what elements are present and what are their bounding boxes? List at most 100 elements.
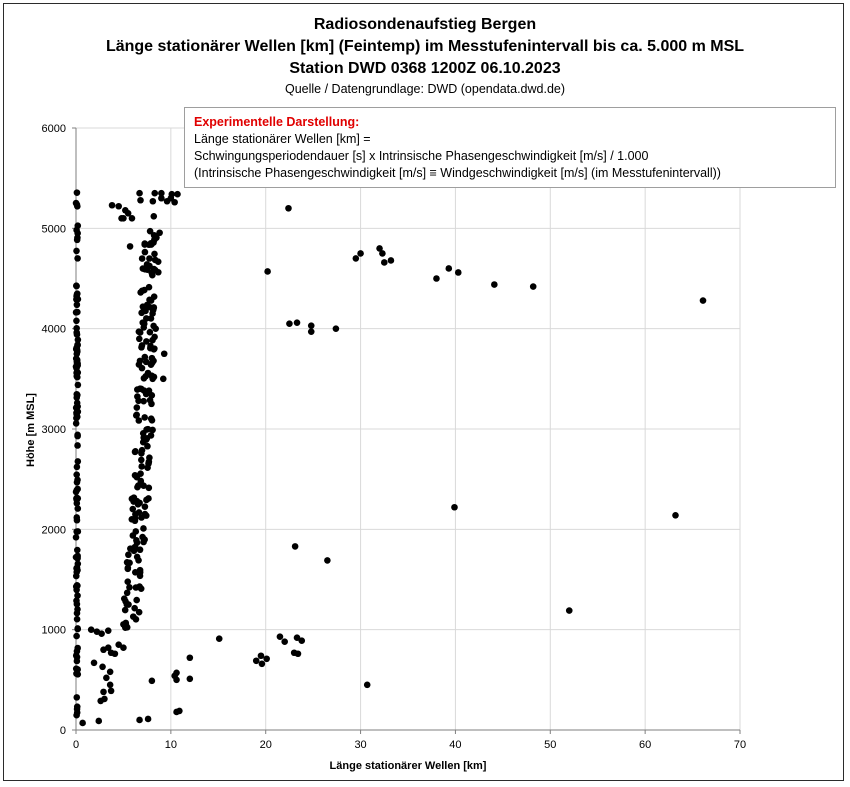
data-point <box>151 345 158 352</box>
data-point <box>74 336 82 344</box>
data-point <box>136 546 144 554</box>
data-point <box>281 638 288 646</box>
data-point <box>125 551 132 559</box>
data-point <box>137 456 145 464</box>
data-point <box>135 556 142 564</box>
data-point <box>167 194 175 202</box>
data-point <box>133 596 140 604</box>
data-point <box>98 630 105 637</box>
data-point <box>141 286 148 294</box>
data-point <box>141 248 149 256</box>
data-point <box>138 342 146 349</box>
data-point <box>131 448 139 456</box>
data-point <box>135 335 143 343</box>
data-point <box>173 676 180 684</box>
data-point <box>124 565 132 573</box>
data-point <box>298 637 306 645</box>
data-point <box>154 258 162 266</box>
data-point <box>138 255 146 262</box>
data-point <box>135 361 143 368</box>
x-tick-label: 60 <box>639 739 651 751</box>
data-point <box>285 204 292 212</box>
data-point <box>376 245 383 252</box>
chart-subtitle: Länge stationärer Wellen [km] (Feintemp)… <box>105 38 745 55</box>
data-point <box>145 283 153 291</box>
data-point <box>150 239 157 246</box>
data-point <box>454 269 462 276</box>
data-point <box>293 634 301 641</box>
y-tick-label: 0 <box>60 725 66 737</box>
data-point <box>73 282 80 290</box>
data-point <box>103 674 110 682</box>
data-point <box>149 426 156 434</box>
chart-title: Radiosondenaufstieg Bergen <box>313 16 537 33</box>
data-point <box>291 543 299 550</box>
data-point <box>146 454 153 462</box>
data-point <box>124 209 132 217</box>
data-point <box>174 190 181 198</box>
x-tick-label: 30 <box>354 739 366 751</box>
data-point <box>74 528 82 535</box>
data-point <box>307 328 315 335</box>
data-point <box>123 589 131 597</box>
info-box: Experimentelle Darstellung: Länge statio… <box>184 107 836 188</box>
data-point <box>141 241 148 248</box>
data-point <box>111 650 119 658</box>
data-point <box>146 227 154 235</box>
data-point <box>134 393 141 400</box>
data-point <box>126 243 134 250</box>
data-point <box>74 362 81 369</box>
data-point <box>101 695 108 703</box>
data-point <box>73 647 81 655</box>
data-point <box>143 261 151 268</box>
data-point <box>286 320 293 327</box>
data-point <box>126 583 133 591</box>
y-tick-label: 5000 <box>42 223 66 235</box>
data-point <box>140 387 148 394</box>
data-point <box>148 416 156 424</box>
data-point <box>121 606 129 614</box>
data-point <box>138 309 145 317</box>
data-point <box>141 414 148 421</box>
data-point <box>352 255 360 262</box>
data-point <box>263 655 270 663</box>
data-point <box>73 514 81 521</box>
data-point <box>144 303 152 310</box>
data-point <box>147 432 155 439</box>
data-point <box>74 592 81 599</box>
data-point <box>74 222 82 230</box>
data-point <box>144 442 151 450</box>
data-point <box>131 517 139 525</box>
data-point <box>120 644 127 652</box>
data-point <box>293 319 301 326</box>
info-heading: Experimentelle Darstellung: <box>194 115 360 129</box>
data-point <box>149 336 156 344</box>
x-tick-label: 0 <box>73 739 79 751</box>
chart-station-line: Station DWD 0368 1200Z 06.10.2023 <box>289 60 561 77</box>
x-tick-label: 20 <box>260 739 272 751</box>
y-tick-label: 1000 <box>42 625 66 637</box>
data-point <box>151 189 159 197</box>
data-point <box>307 322 315 329</box>
data-point <box>150 265 158 273</box>
data-point <box>140 525 147 532</box>
data-point <box>72 420 80 427</box>
data-point <box>156 229 163 237</box>
data-point <box>90 659 98 667</box>
data-point <box>143 338 150 345</box>
info-line-3: (Intrinsische Phasengeschwindigkeit [m/s… <box>194 166 721 180</box>
data-point <box>73 301 81 309</box>
x-axis-label: Länge stationärer Wellen [km] <box>329 760 487 772</box>
data-point <box>108 201 116 209</box>
data-point <box>160 350 168 358</box>
data-point <box>136 566 144 574</box>
data-point <box>79 719 86 727</box>
data-point <box>74 476 81 484</box>
x-tick-label: 50 <box>544 739 556 751</box>
data-point <box>74 234 81 242</box>
data-point <box>129 505 137 513</box>
data-point <box>137 196 144 204</box>
data-point <box>151 250 158 258</box>
data-point <box>387 257 395 264</box>
